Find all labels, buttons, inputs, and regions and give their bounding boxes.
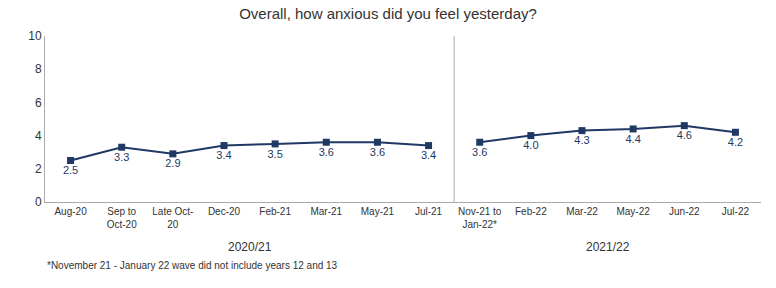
svg-text:Jul-21: Jul-21 [415, 206, 443, 217]
svg-text:3.5: 3.5 [267, 148, 282, 160]
svg-text:*November 21 - January 22 wave: *November 21 - January 22 wave did not i… [47, 260, 338, 271]
svg-text:Mar-21: Mar-21 [310, 206, 342, 217]
svg-text:2.5: 2.5 [63, 164, 78, 176]
svg-text:Jul-22: Jul-22 [722, 206, 750, 217]
svg-text:Mar-22: Mar-22 [566, 206, 598, 217]
svg-text:3.6: 3.6 [319, 146, 334, 158]
svg-text:2: 2 [35, 162, 42, 176]
svg-text:3.6: 3.6 [370, 146, 385, 158]
svg-text:4.2: 4.2 [728, 136, 743, 148]
svg-text:Late Oct-20: Late Oct-20 [152, 206, 193, 230]
svg-text:Nov-21 toJan-22*: Nov-21 toJan-22* [458, 206, 502, 230]
svg-text:10: 10 [28, 29, 42, 43]
svg-text:3.4: 3.4 [421, 149, 436, 161]
svg-text:Feb-21: Feb-21 [259, 206, 291, 217]
svg-text:Feb-22: Feb-22 [515, 206, 547, 217]
svg-text:Sep toOct-20: Sep toOct-20 [107, 206, 137, 230]
svg-text:0: 0 [35, 195, 42, 209]
svg-text:4.4: 4.4 [625, 133, 640, 145]
svg-text:Overall, how anxious did you f: Overall, how anxious did you feel yester… [239, 5, 537, 22]
svg-text:4.3: 4.3 [574, 134, 589, 146]
svg-text:8: 8 [35, 62, 42, 76]
svg-text:2021/22: 2021/22 [586, 240, 630, 254]
svg-text:May-22: May-22 [616, 206, 650, 217]
svg-text:4.6: 4.6 [677, 129, 692, 141]
svg-text:4: 4 [35, 129, 42, 143]
svg-text:2.9: 2.9 [165, 157, 180, 169]
svg-text:4.0: 4.0 [523, 139, 538, 151]
svg-text:May-21: May-21 [361, 206, 395, 217]
svg-text:3.3: 3.3 [114, 151, 129, 163]
svg-text:Aug-20: Aug-20 [54, 206, 87, 217]
svg-text:2020/21: 2020/21 [228, 240, 272, 254]
svg-text:Dec-20: Dec-20 [208, 206, 241, 217]
svg-text:Jun-22: Jun-22 [669, 206, 700, 217]
svg-text:3.4: 3.4 [216, 149, 231, 161]
svg-text:6: 6 [35, 96, 42, 110]
svg-text:3.6: 3.6 [472, 146, 487, 158]
